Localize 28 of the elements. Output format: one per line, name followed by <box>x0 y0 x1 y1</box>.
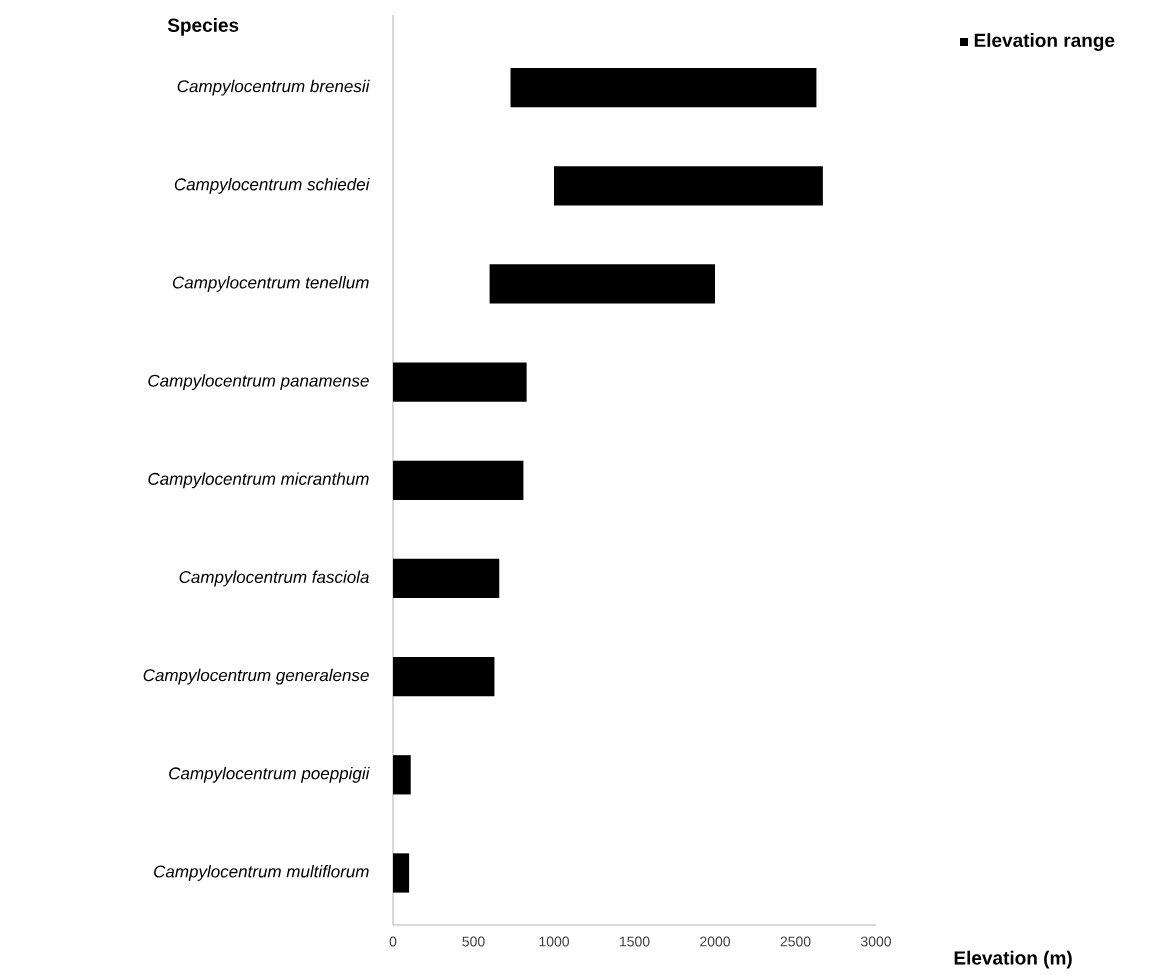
bar <box>489 264 715 304</box>
bar <box>393 755 411 795</box>
y-tick-label: Campylocentrum tenellum <box>172 276 369 292</box>
x-tick-label: 500 <box>462 936 485 947</box>
bar <box>393 460 524 500</box>
y-tick-label: Campylocentrum generalense <box>143 668 369 685</box>
legend-label: Elevation range <box>974 33 1115 51</box>
y-tick-label: Campylocentrum schiedei <box>174 177 370 194</box>
y-tick-label: Campylocentrum multiflorum <box>154 865 369 881</box>
bar <box>393 657 495 697</box>
x-tick-label: 1500 <box>619 936 650 947</box>
x-tick-label: 1000 <box>539 936 570 947</box>
x-tick-label: 2000 <box>700 936 731 947</box>
x-tick-label: 3000 <box>860 936 892 947</box>
x-axis-title: Elevation (m) <box>954 950 1072 969</box>
bar <box>393 558 500 599</box>
y-tick-label: Campylocentrum poeppigii <box>169 766 370 783</box>
bar <box>554 166 823 206</box>
y-tick-label: Campylocentrum panamense <box>148 374 369 391</box>
bar <box>393 853 410 893</box>
y-tick-label: Campylocentrum micranthum <box>148 472 369 489</box>
y-tick-label: Campylocentrum brenesii <box>177 79 370 96</box>
bar <box>510 68 817 108</box>
x-tick-label: 2500 <box>780 936 811 947</box>
y-tick-label: Campylocentrum fasciola <box>179 570 369 587</box>
x-tick-label: 0 <box>389 936 397 947</box>
y-axis-title: Species <box>167 17 239 36</box>
bar <box>393 362 527 402</box>
